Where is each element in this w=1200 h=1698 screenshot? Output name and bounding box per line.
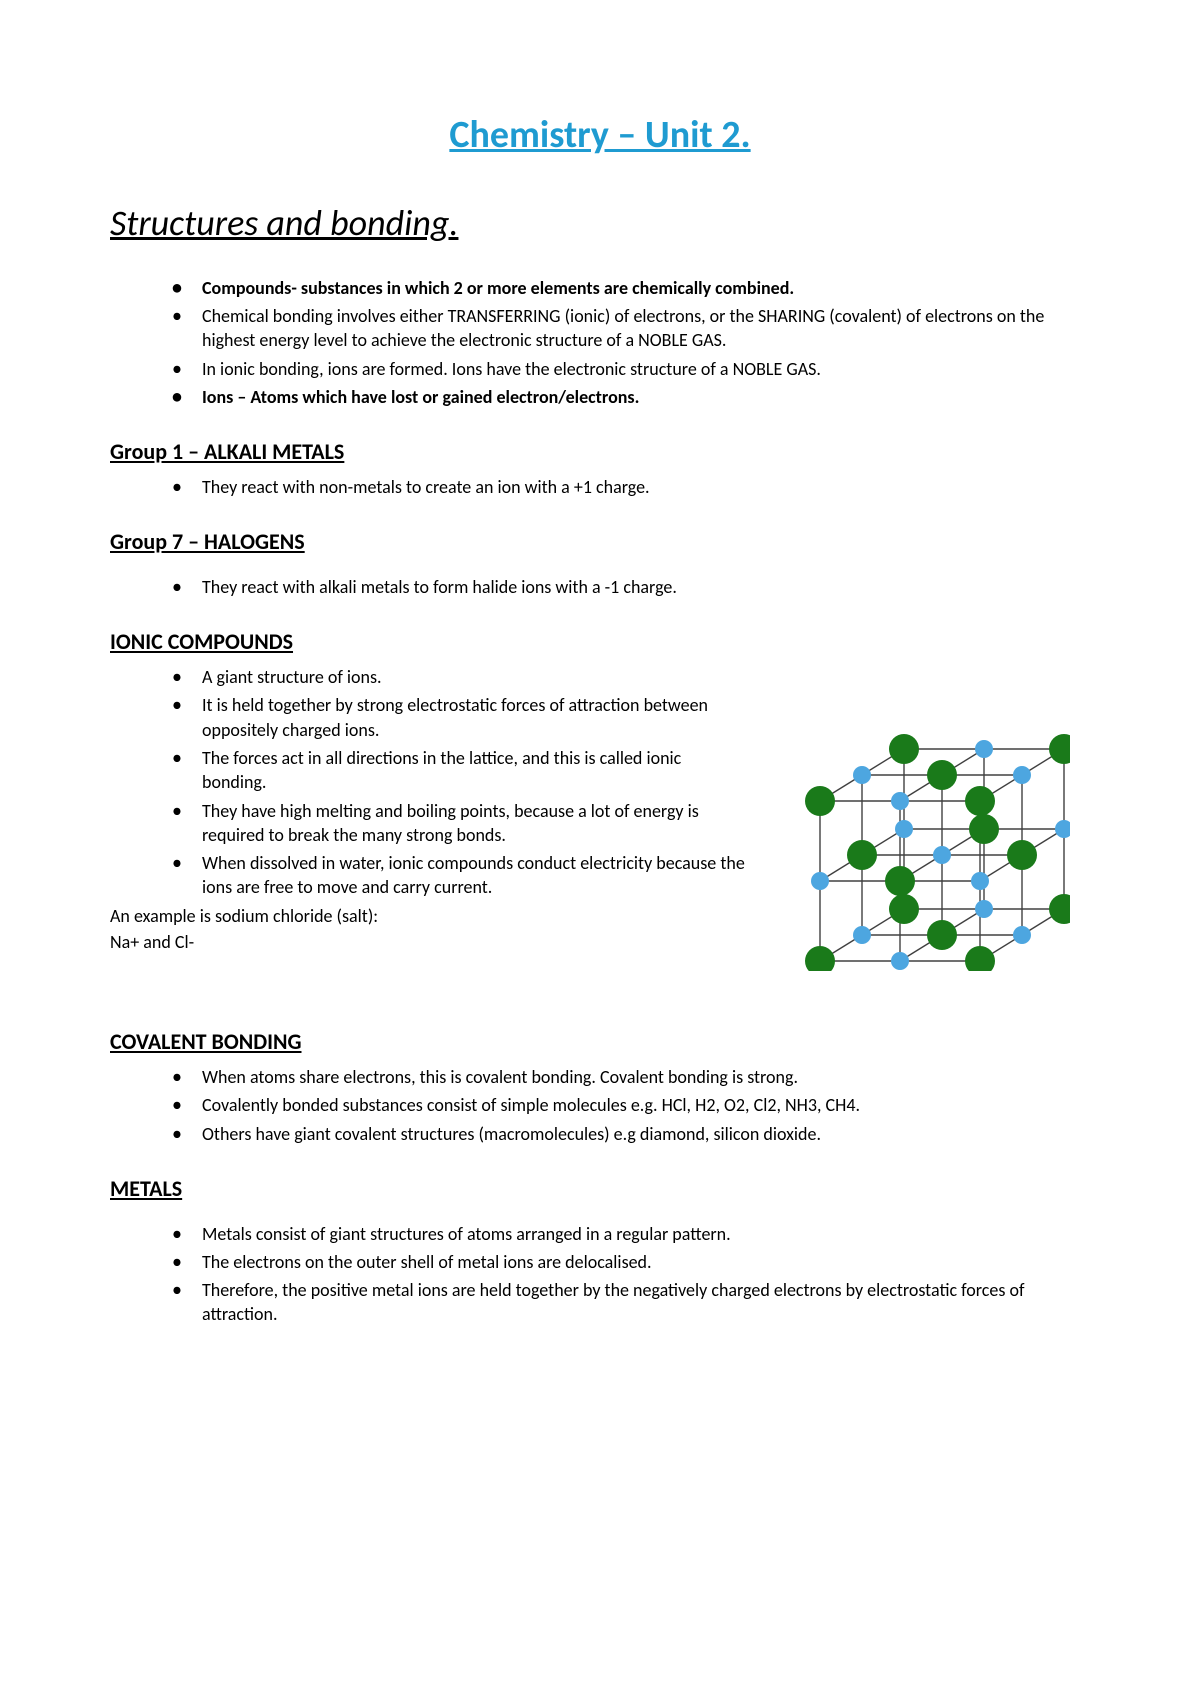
metals-heading: METALS xyxy=(110,1174,1090,1204)
bullet-item: They have high melting and boiling point… xyxy=(172,799,746,848)
page-title: Chemistry – Unit 2. xyxy=(110,110,1090,161)
subtitle: Structures and bonding. xyxy=(110,199,1090,248)
ionic-example-2: Na+ and Cl- xyxy=(110,930,746,954)
metals-bullets: Metals consist of giant structures of at… xyxy=(110,1222,1090,1327)
intro-bullet: Chemical bonding involves either TRANSFE… xyxy=(172,304,1090,353)
bullet-item: Covalently bonded substances consist of … xyxy=(172,1093,1090,1117)
bullet-item: They react with non-metals to create an … xyxy=(172,475,1090,499)
group1-bullets: They react with non-metals to create an … xyxy=(110,475,1090,499)
bullet-item: A giant structure of ions. xyxy=(172,665,746,689)
bullet-item: Metals consist of giant structures of at… xyxy=(172,1222,1090,1246)
intro-bullet: Ions – Atoms which have lost or gained e… xyxy=(172,385,1090,409)
bullet-item: The electrons on the outer shell of meta… xyxy=(172,1250,1090,1274)
intro-bullet: In ionic bonding, ions are formed. Ions … xyxy=(172,357,1090,381)
group1-heading: Group 1 – ALKALI METALS xyxy=(110,437,1090,467)
bullet-item: When dissolved in water, ionic compounds… xyxy=(172,851,746,900)
ionic-row: A giant structure of ions. It is held tog… xyxy=(110,665,1090,977)
group7-bullets: They react with alkali metals to form ha… xyxy=(110,575,1090,599)
bullet-item: The forces act in all directions in the … xyxy=(172,746,746,795)
bullet-item: Therefore, the positive metal ions are h… xyxy=(172,1278,1090,1327)
bullet-item: When atoms share electrons, this is cova… xyxy=(172,1065,1090,1089)
bullet-item: It is held together by strong electrosta… xyxy=(172,693,746,742)
ionic-heading: IONIC COMPOUNDS xyxy=(110,627,1090,657)
covalent-bullets: When atoms share electrons, this is cova… xyxy=(110,1065,1090,1146)
intro-bullet: Compounds- substances in which 2 or more… xyxy=(172,276,1090,300)
covalent-heading: COVALENT BONDING xyxy=(110,1027,1090,1057)
bullet-item: They react with alkali metals to form ha… xyxy=(172,575,1090,599)
intro-bullets: Compounds- substances in which 2 or more… xyxy=(110,276,1090,409)
group7-heading: Group 7 – HALOGENS xyxy=(110,527,1090,557)
bullet-item: Others have giant covalent structures (m… xyxy=(172,1122,1090,1146)
lattice-diagram xyxy=(770,665,1090,977)
ionic-bullets: A giant structure of ions. It is held tog… xyxy=(110,665,746,900)
ionic-example-1: An example is sodium chloride (salt): xyxy=(110,904,746,928)
